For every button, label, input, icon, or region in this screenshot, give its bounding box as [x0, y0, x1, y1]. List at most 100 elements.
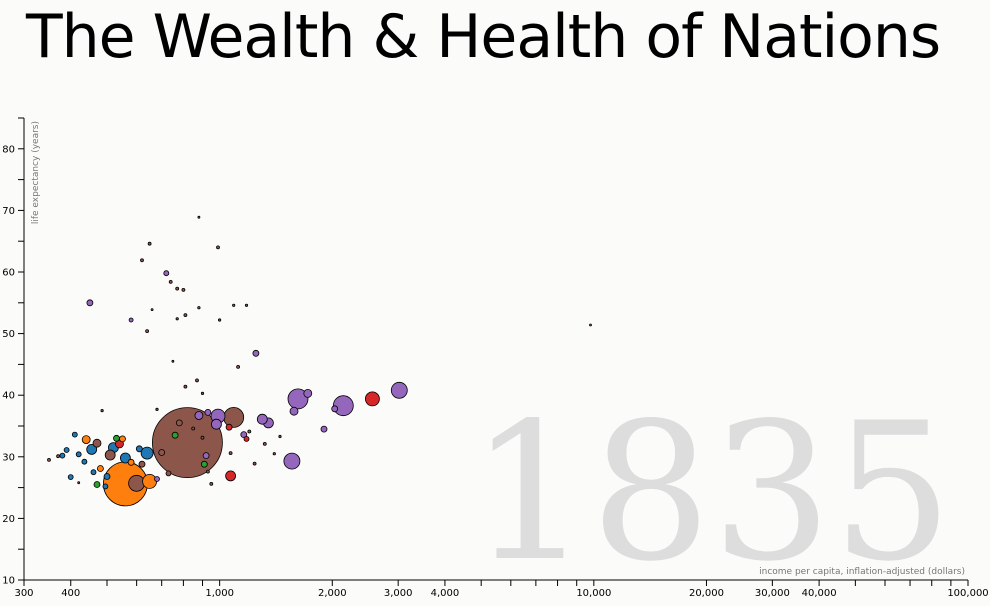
country-bubble[interactable] [86, 443, 98, 455]
country-bubble[interactable] [104, 449, 116, 461]
country-bubble[interactable] [247, 429, 252, 434]
country-bubble[interactable] [287, 388, 309, 410]
country-bubble[interactable] [364, 391, 380, 407]
country-bubble[interactable] [390, 381, 408, 399]
country-bubble[interactable] [142, 473, 158, 489]
country-bubble[interactable] [225, 470, 237, 482]
country-bubble[interactable] [225, 423, 233, 431]
country-bubble[interactable] [90, 469, 97, 476]
country-bubble[interactable] [175, 286, 180, 291]
country-bubble[interactable] [81, 458, 88, 465]
y-axis-label: life expectancy (years) [31, 121, 41, 224]
country-bubble[interactable] [194, 411, 204, 420]
country-bubble[interactable] [168, 279, 173, 284]
country-bubble[interactable] [331, 405, 339, 413]
country-bubble[interactable] [120, 452, 131, 464]
country-bubble[interactable] [183, 384, 188, 389]
country-bubble[interactable] [140, 258, 144, 263]
country-bubble[interactable] [195, 378, 199, 383]
country-bubble[interactable] [191, 426, 196, 431]
country-bubble[interactable] [93, 481, 101, 488]
country-bubble[interactable] [218, 318, 222, 322]
country-bubble[interactable] [150, 308, 154, 312]
country-bubble[interactable] [81, 435, 91, 445]
country-bubble[interactable] [165, 470, 172, 477]
country-bubble[interactable] [92, 438, 102, 448]
country-bubble[interactable] [155, 407, 159, 411]
country-bubble[interactable] [71, 431, 78, 438]
x-tick-label: 3,000 [384, 588, 413, 599]
country-bubble[interactable] [127, 458, 135, 466]
country-bubble[interactable] [216, 245, 220, 250]
country-bubble[interactable] [56, 454, 60, 459]
country-bubble[interactable] [200, 391, 205, 395]
country-bubble[interactable] [223, 406, 245, 428]
country-bubble[interactable] [59, 452, 66, 459]
y-tick-label: 80 [2, 144, 15, 155]
country-bubble[interactable] [181, 287, 186, 292]
country-bubble[interactable] [135, 445, 143, 453]
country-bubble[interactable] [256, 413, 268, 425]
country-bubble[interactable] [147, 241, 152, 246]
country-bubble[interactable] [209, 481, 214, 486]
country-bubble[interactable] [158, 449, 166, 456]
country-bubble[interactable] [252, 461, 257, 466]
country-bubble[interactable] [303, 388, 313, 398]
country-bubble[interactable] [86, 299, 94, 307]
country-bubble[interactable] [171, 431, 179, 439]
chart-title: The Wealth & Health of Nations [26, 2, 941, 72]
country-bubble[interactable] [67, 474, 74, 481]
country-bubble[interactable] [175, 317, 179, 321]
country-bubble[interactable] [200, 460, 208, 468]
country-bubble[interactable] [228, 451, 233, 456]
x-tick-label: 30,000 [755, 588, 790, 599]
country-bubble[interactable] [332, 395, 354, 417]
country-bubble[interactable] [100, 408, 104, 413]
country-bubble[interactable] [289, 406, 299, 416]
y-tick-label: 70 [2, 206, 15, 217]
country-bubble[interactable] [77, 481, 81, 485]
country-bubble[interactable] [232, 303, 236, 307]
country-bubble[interactable] [145, 329, 150, 334]
country-bubble[interactable] [175, 419, 183, 427]
country-bubble[interactable] [283, 452, 301, 470]
country-bubble[interactable] [163, 270, 170, 277]
country-bubble[interactable] [128, 474, 146, 492]
country-bubble[interactable] [183, 313, 188, 318]
country-bubble[interactable] [243, 435, 250, 442]
x-tick-label: 400 [61, 588, 80, 599]
country-bubble[interactable] [252, 349, 260, 357]
country-bubble[interactable] [103, 473, 111, 480]
country-bubble[interactable] [202, 452, 210, 460]
country-bubble[interactable] [236, 364, 241, 369]
country-bubble[interactable] [262, 441, 267, 446]
country-bubble[interactable] [63, 447, 70, 453]
country-bubble[interactable] [171, 359, 175, 363]
year-label: 1835 [469, 382, 953, 603]
country-bubble[interactable] [140, 446, 154, 460]
country-bubble[interactable] [320, 425, 328, 433]
country-bubble[interactable] [113, 434, 120, 442]
country-bubble[interactable] [200, 435, 205, 440]
country-bubble[interactable] [75, 451, 82, 458]
country-bubble[interactable] [240, 431, 248, 439]
country-bubble[interactable] [47, 457, 51, 462]
country-bubble[interactable] [197, 215, 201, 219]
country-bubble[interactable] [97, 465, 104, 472]
country-bubble[interactable] [102, 483, 109, 490]
country-bubble[interactable] [204, 408, 212, 416]
country-bubble[interactable] [138, 460, 146, 468]
country-bubble[interactable] [154, 476, 160, 482]
country-bubble[interactable] [151, 407, 223, 479]
country-bubble[interactable] [589, 323, 592, 327]
country-bubble[interactable] [128, 317, 134, 323]
country-bubble[interactable] [244, 303, 249, 307]
x-tick-label: 10,000 [576, 588, 611, 599]
country-bubble[interactable] [119, 435, 126, 443]
country-bubble[interactable] [210, 418, 222, 430]
country-bubble[interactable] [205, 469, 210, 474]
country-bubble[interactable] [278, 434, 282, 439]
country-bubble[interactable] [272, 452, 276, 456]
country-bubble[interactable] [197, 306, 201, 310]
